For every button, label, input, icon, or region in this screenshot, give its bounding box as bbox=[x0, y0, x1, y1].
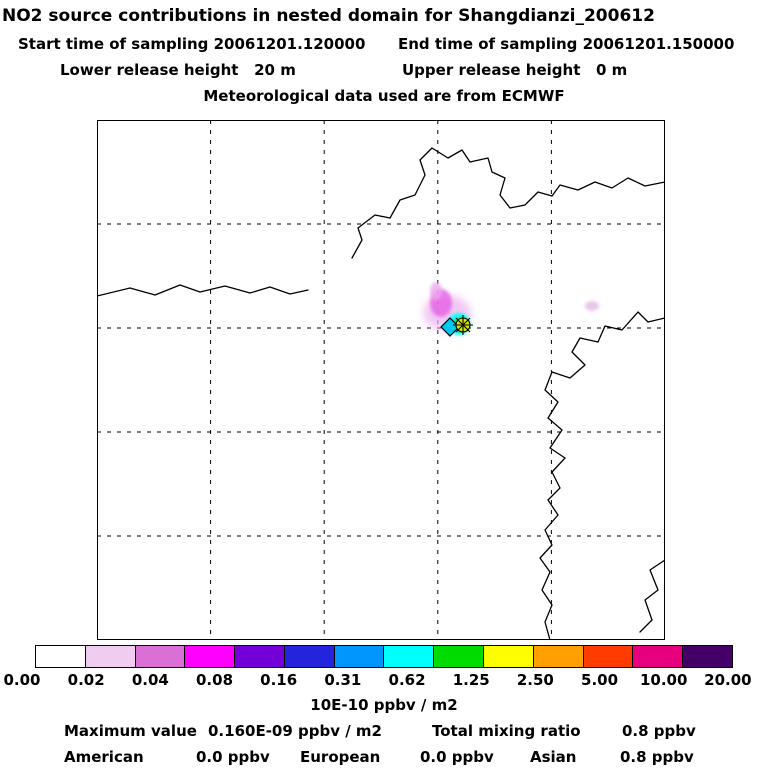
colorbar-tick-label: 5.00 bbox=[581, 671, 619, 689]
colorbar-cell bbox=[483, 646, 533, 667]
end-time-text: End time of sampling 20061201.150000 bbox=[398, 35, 735, 53]
colorbar-cell bbox=[682, 646, 732, 667]
colorbar-cell bbox=[283, 646, 334, 667]
colorbar-tick-label: 0.08 bbox=[196, 671, 234, 689]
colorbar-cell bbox=[134, 646, 185, 667]
mixing-ratio-value: 0.8 ppbv bbox=[622, 722, 696, 740]
colorbar-tick-label: 1.25 bbox=[452, 671, 490, 689]
colorbar-cell bbox=[632, 646, 683, 667]
lower-release-text: Lower release height 20 m bbox=[60, 61, 296, 79]
colorbar-tick-label: 0.04 bbox=[131, 671, 169, 689]
coastline-southeast bbox=[639, 559, 665, 633]
colorbar-cell bbox=[84, 646, 135, 667]
region-american-value: 0.0 ppbv bbox=[196, 748, 270, 766]
region-european-label: European bbox=[300, 748, 381, 766]
coastline-north bbox=[351, 147, 665, 259]
colorbar-tick-label: 0.31 bbox=[324, 671, 362, 689]
colorbar-cell bbox=[184, 646, 235, 667]
colorbar-tick-label: 20.00 bbox=[704, 671, 752, 689]
upper-release-text: Upper release height 0 m bbox=[402, 61, 628, 79]
coastline-east bbox=[539, 311, 665, 640]
region-american-label: American bbox=[64, 748, 144, 766]
colorbar-labels: 0.00 0.02 0.04 0.08 0.16 0.31 0.62 1.25 2.50 5.00… bbox=[0, 671, 760, 689]
max-value: 0.160E-09 ppbv / m2 bbox=[208, 722, 382, 740]
colorbar-tick-label: 2.50 bbox=[516, 671, 554, 689]
colorbar-tick-label: 0.16 bbox=[260, 671, 298, 689]
coastlines bbox=[97, 147, 665, 640]
region-asian-label: Asian bbox=[530, 748, 577, 766]
grid-lines bbox=[97, 120, 665, 640]
colorbar-cell bbox=[433, 646, 484, 667]
colorbar-tick-label: 0.00 bbox=[3, 671, 41, 689]
station-marker bbox=[453, 315, 473, 335]
colorbar-cell bbox=[582, 646, 633, 667]
coastline-west bbox=[97, 284, 309, 297]
plume-faint-east bbox=[585, 301, 599, 311]
colorbar-cell bbox=[532, 646, 583, 667]
map bbox=[97, 120, 665, 640]
region-european-value: 0.0 ppbv bbox=[420, 748, 494, 766]
colorbar-cell bbox=[333, 646, 384, 667]
max-value-label: Maximum value bbox=[64, 722, 197, 740]
colorbar-units: 10E-10 ppbv / m2 bbox=[310, 696, 458, 714]
colorbar-tick-label: 10.00 bbox=[639, 671, 688, 689]
region-asian-value: 0.8 ppbv bbox=[620, 748, 694, 766]
met-data-text: Meteorological data used are from ECMWF bbox=[203, 87, 565, 105]
page-title: NO2 source contributions in nested domai… bbox=[2, 6, 655, 26]
colorbar-cell bbox=[234, 646, 284, 667]
colorbar-tick-label: 0.02 bbox=[67, 671, 105, 689]
mixing-ratio-label: Total mixing ratio bbox=[432, 722, 581, 740]
colorbar-tick-label: 0.62 bbox=[388, 671, 426, 689]
colorbar bbox=[35, 645, 733, 668]
start-time-text: Start time of sampling 20061201.120000 bbox=[18, 35, 366, 53]
colorbar-cell bbox=[36, 646, 85, 667]
map-border bbox=[97, 120, 665, 640]
colorbar-cell bbox=[383, 646, 434, 667]
